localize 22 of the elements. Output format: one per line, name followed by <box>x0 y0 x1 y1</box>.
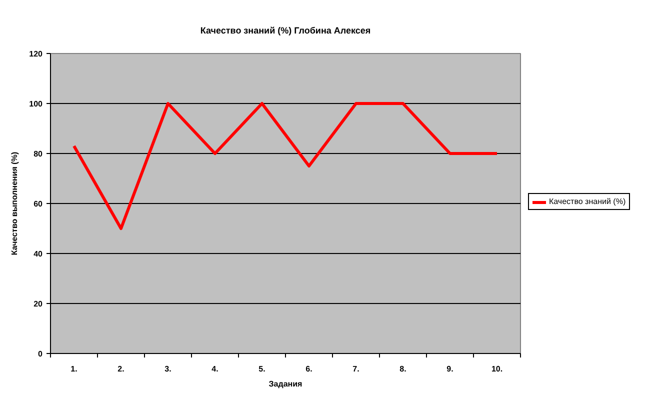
y-tick-label: 100 <box>29 100 44 108</box>
x-tick-label: 6. <box>306 364 312 374</box>
x-tick-label: 8. <box>400 364 406 374</box>
line-series <box>72 102 498 230</box>
chart-title: Качество знаний (%) Глобина Алексея <box>200 26 371 36</box>
y-tick-label: 120 <box>29 50 44 58</box>
x-tick-label: 10. <box>491 364 503 374</box>
y-tick-label: 20 <box>34 300 44 308</box>
y-tick-label: 40 <box>34 250 44 258</box>
legend-label: Качество знаний (%) <box>549 197 626 206</box>
x-tick-label: 3. <box>164 364 172 374</box>
x-tick-label: 2. <box>118 364 124 374</box>
x-tick-label: 7. <box>352 364 360 374</box>
y-tick-label: 0 <box>38 350 44 358</box>
x-tick-label: 5. <box>258 364 266 374</box>
y-axis-title: Качество выполнения (%) <box>10 152 20 256</box>
x-tick-label: 4. <box>212 364 218 374</box>
x-axis-title: Задания <box>268 380 303 388</box>
x-tick-label: 1. <box>70 364 78 374</box>
y-tick-label: 60 <box>34 200 44 208</box>
y-tick-label: 80 <box>34 150 44 158</box>
x-tick-label: 9. <box>446 364 454 374</box>
